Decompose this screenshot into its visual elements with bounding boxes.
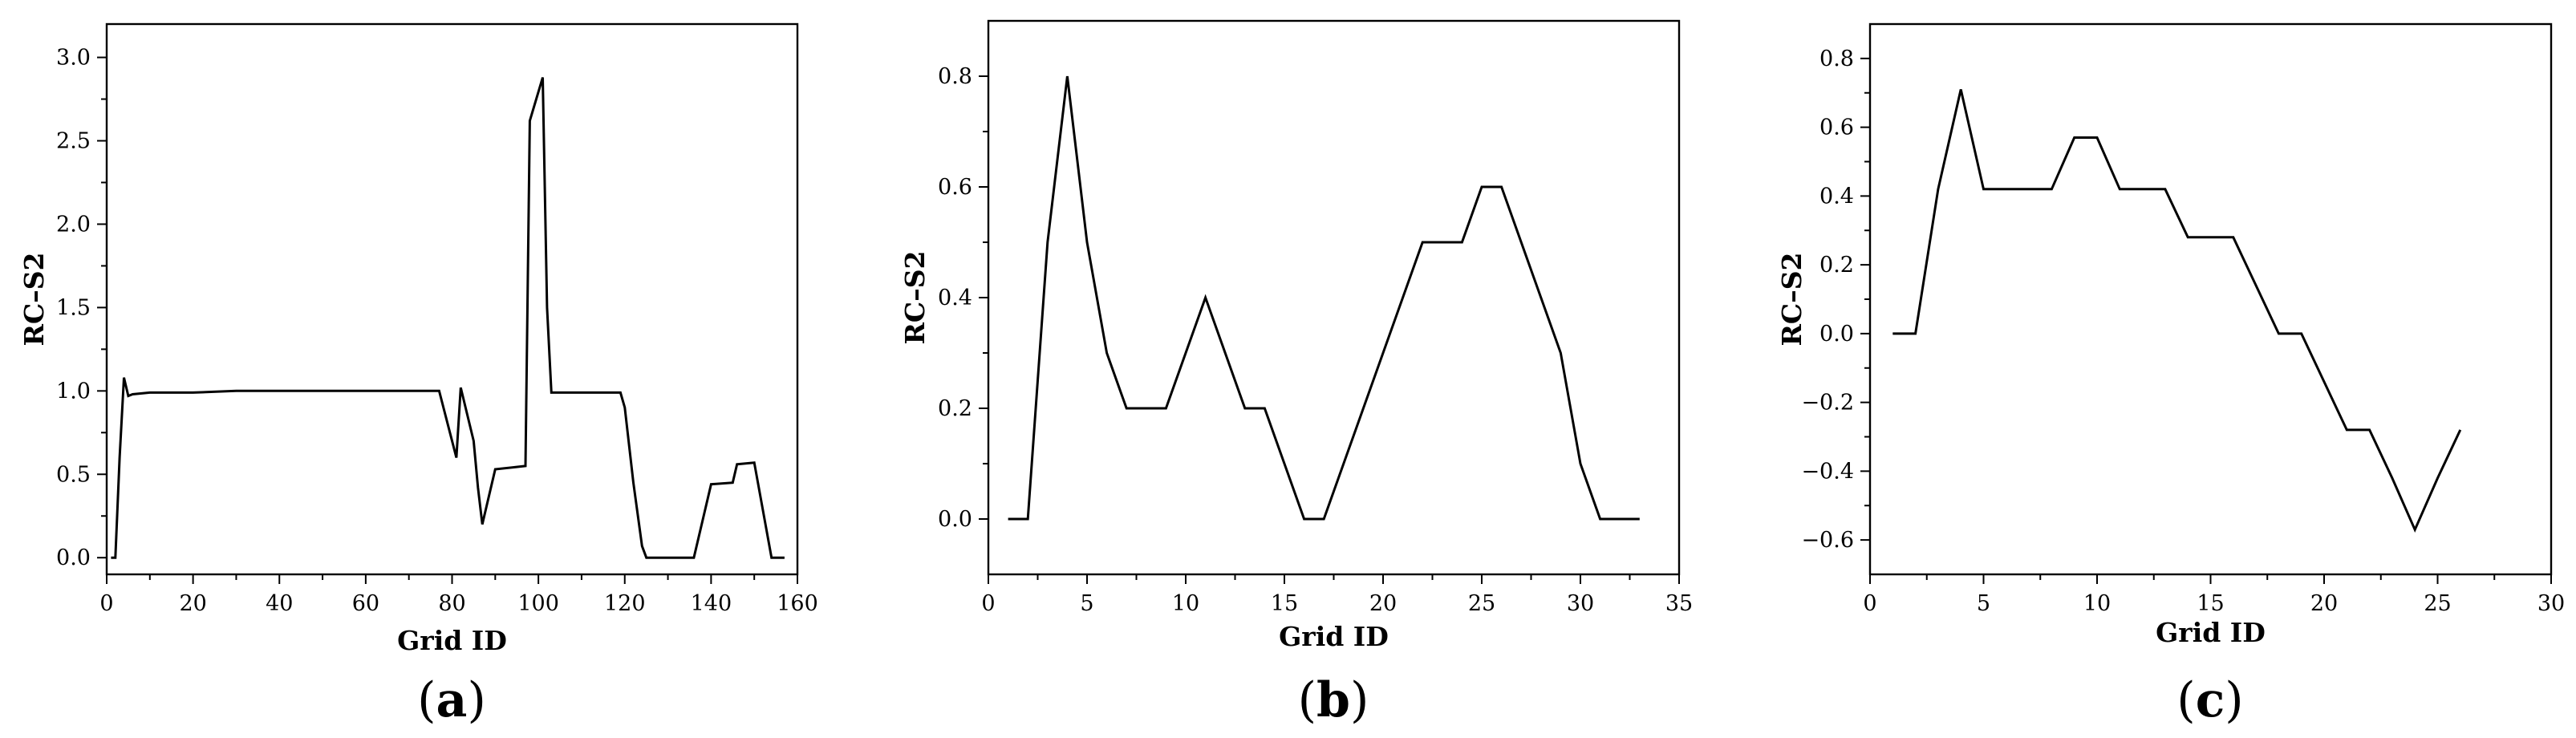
y-tick-label: −0.6 — [1801, 528, 1854, 553]
y-tick-label: 0.0 — [938, 507, 972, 532]
x-tick-label: 25 — [1468, 591, 1495, 616]
y-tick-label: 0.4 — [1819, 184, 1854, 209]
y-tick-label: −0.4 — [1801, 459, 1854, 484]
x-tick-label: 20 — [2310, 591, 2338, 616]
y-tick-label: 0.8 — [938, 64, 972, 89]
y-axis-title: RC–S2 — [899, 251, 931, 345]
series-line — [111, 77, 785, 559]
x-tick-label: 140 — [691, 591, 732, 616]
y-tick-label: 0.6 — [938, 175, 972, 200]
x-tick-label: 20 — [1369, 591, 1397, 616]
x-axis-title: Grid ID — [397, 625, 507, 656]
x-axis-title: Grid ID — [2156, 617, 2266, 648]
y-tick-label: 3.0 — [56, 46, 91, 71]
x-tick-label: 100 — [517, 591, 559, 616]
y-tick-label: 0.6 — [1819, 116, 1854, 140]
y-tick-label: 2.0 — [56, 212, 91, 237]
y-tick-label: 1.5 — [56, 295, 91, 320]
y-axis-title: RC–S2 — [18, 253, 50, 347]
y-tick-label: 0.2 — [938, 396, 972, 421]
x-tick-label: 15 — [2197, 591, 2224, 616]
series-line — [1892, 89, 2462, 533]
y-tick-label: 0.4 — [938, 286, 972, 310]
x-tick-label: 60 — [352, 591, 379, 616]
series-line — [1008, 75, 1640, 521]
x-tick-label: 40 — [266, 591, 293, 616]
y-tick-label: 0.0 — [56, 545, 91, 570]
x-tick-label: 20 — [179, 591, 206, 616]
y-tick-label: 0.2 — [1819, 253, 1854, 278]
x-tick-label: 30 — [1567, 591, 1594, 616]
plot-frame — [1868, 22, 2553, 576]
x-tick-label: 30 — [2537, 591, 2565, 616]
x-tick-label: 0 — [1863, 591, 1876, 616]
panel-label: (b) — [1298, 672, 1369, 728]
panel-label: (a) — [417, 672, 486, 728]
y-tick-label: 2.5 — [56, 129, 91, 154]
y-tick-label: 0.0 — [1819, 322, 1854, 347]
y-tick-label: 0.5 — [56, 462, 91, 487]
x-tick-label: 0 — [99, 591, 113, 616]
x-tick-label: 160 — [777, 591, 818, 616]
x-tick-label: 10 — [2083, 591, 2111, 616]
x-tick-label: 35 — [1665, 591, 1693, 616]
chart-panel-a: 0 20 40 60 80 100 120 140 160 0.0 0.5 1.0 1.5 2.0 2.5 3… — [18, 22, 818, 728]
chart-panel-b: 0 5 10 15 20 25 30 35 0.0 0.2 0.4 0.6 0.8 Grid ID RC–S… — [899, 19, 1693, 728]
panel-label: (c) — [2176, 672, 2243, 728]
x-tick-label: 10 — [1172, 591, 1199, 616]
x-tick-label: 25 — [2424, 591, 2451, 616]
y-tick-label: 0.8 — [1819, 47, 1854, 71]
plot-frame — [105, 22, 799, 576]
y-tick-label: 1.0 — [56, 379, 91, 403]
x-tick-label: 15 — [1271, 591, 1298, 616]
chart-panel-c: 0 5 10 15 20 25 30 −0.6 −0.4 −0.2 0.0 0.2 0.4 0.6 0.8 G… — [1776, 22, 2565, 728]
x-tick-label: 0 — [981, 591, 995, 616]
x-tick-label: 120 — [604, 591, 646, 616]
x-tick-label: 5 — [1080, 591, 1093, 616]
y-tick-label: −0.2 — [1801, 391, 1854, 416]
y-axis-title: RC–S2 — [1776, 253, 1807, 347]
x-tick-label: 5 — [1977, 591, 1990, 616]
x-axis-title: Grid ID — [1279, 621, 1389, 652]
x-tick-label: 80 — [438, 591, 465, 616]
